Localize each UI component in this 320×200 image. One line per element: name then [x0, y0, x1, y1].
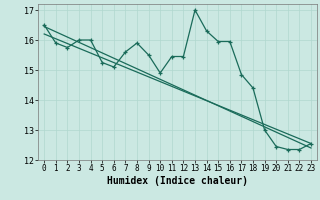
X-axis label: Humidex (Indice chaleur): Humidex (Indice chaleur) — [107, 176, 248, 186]
